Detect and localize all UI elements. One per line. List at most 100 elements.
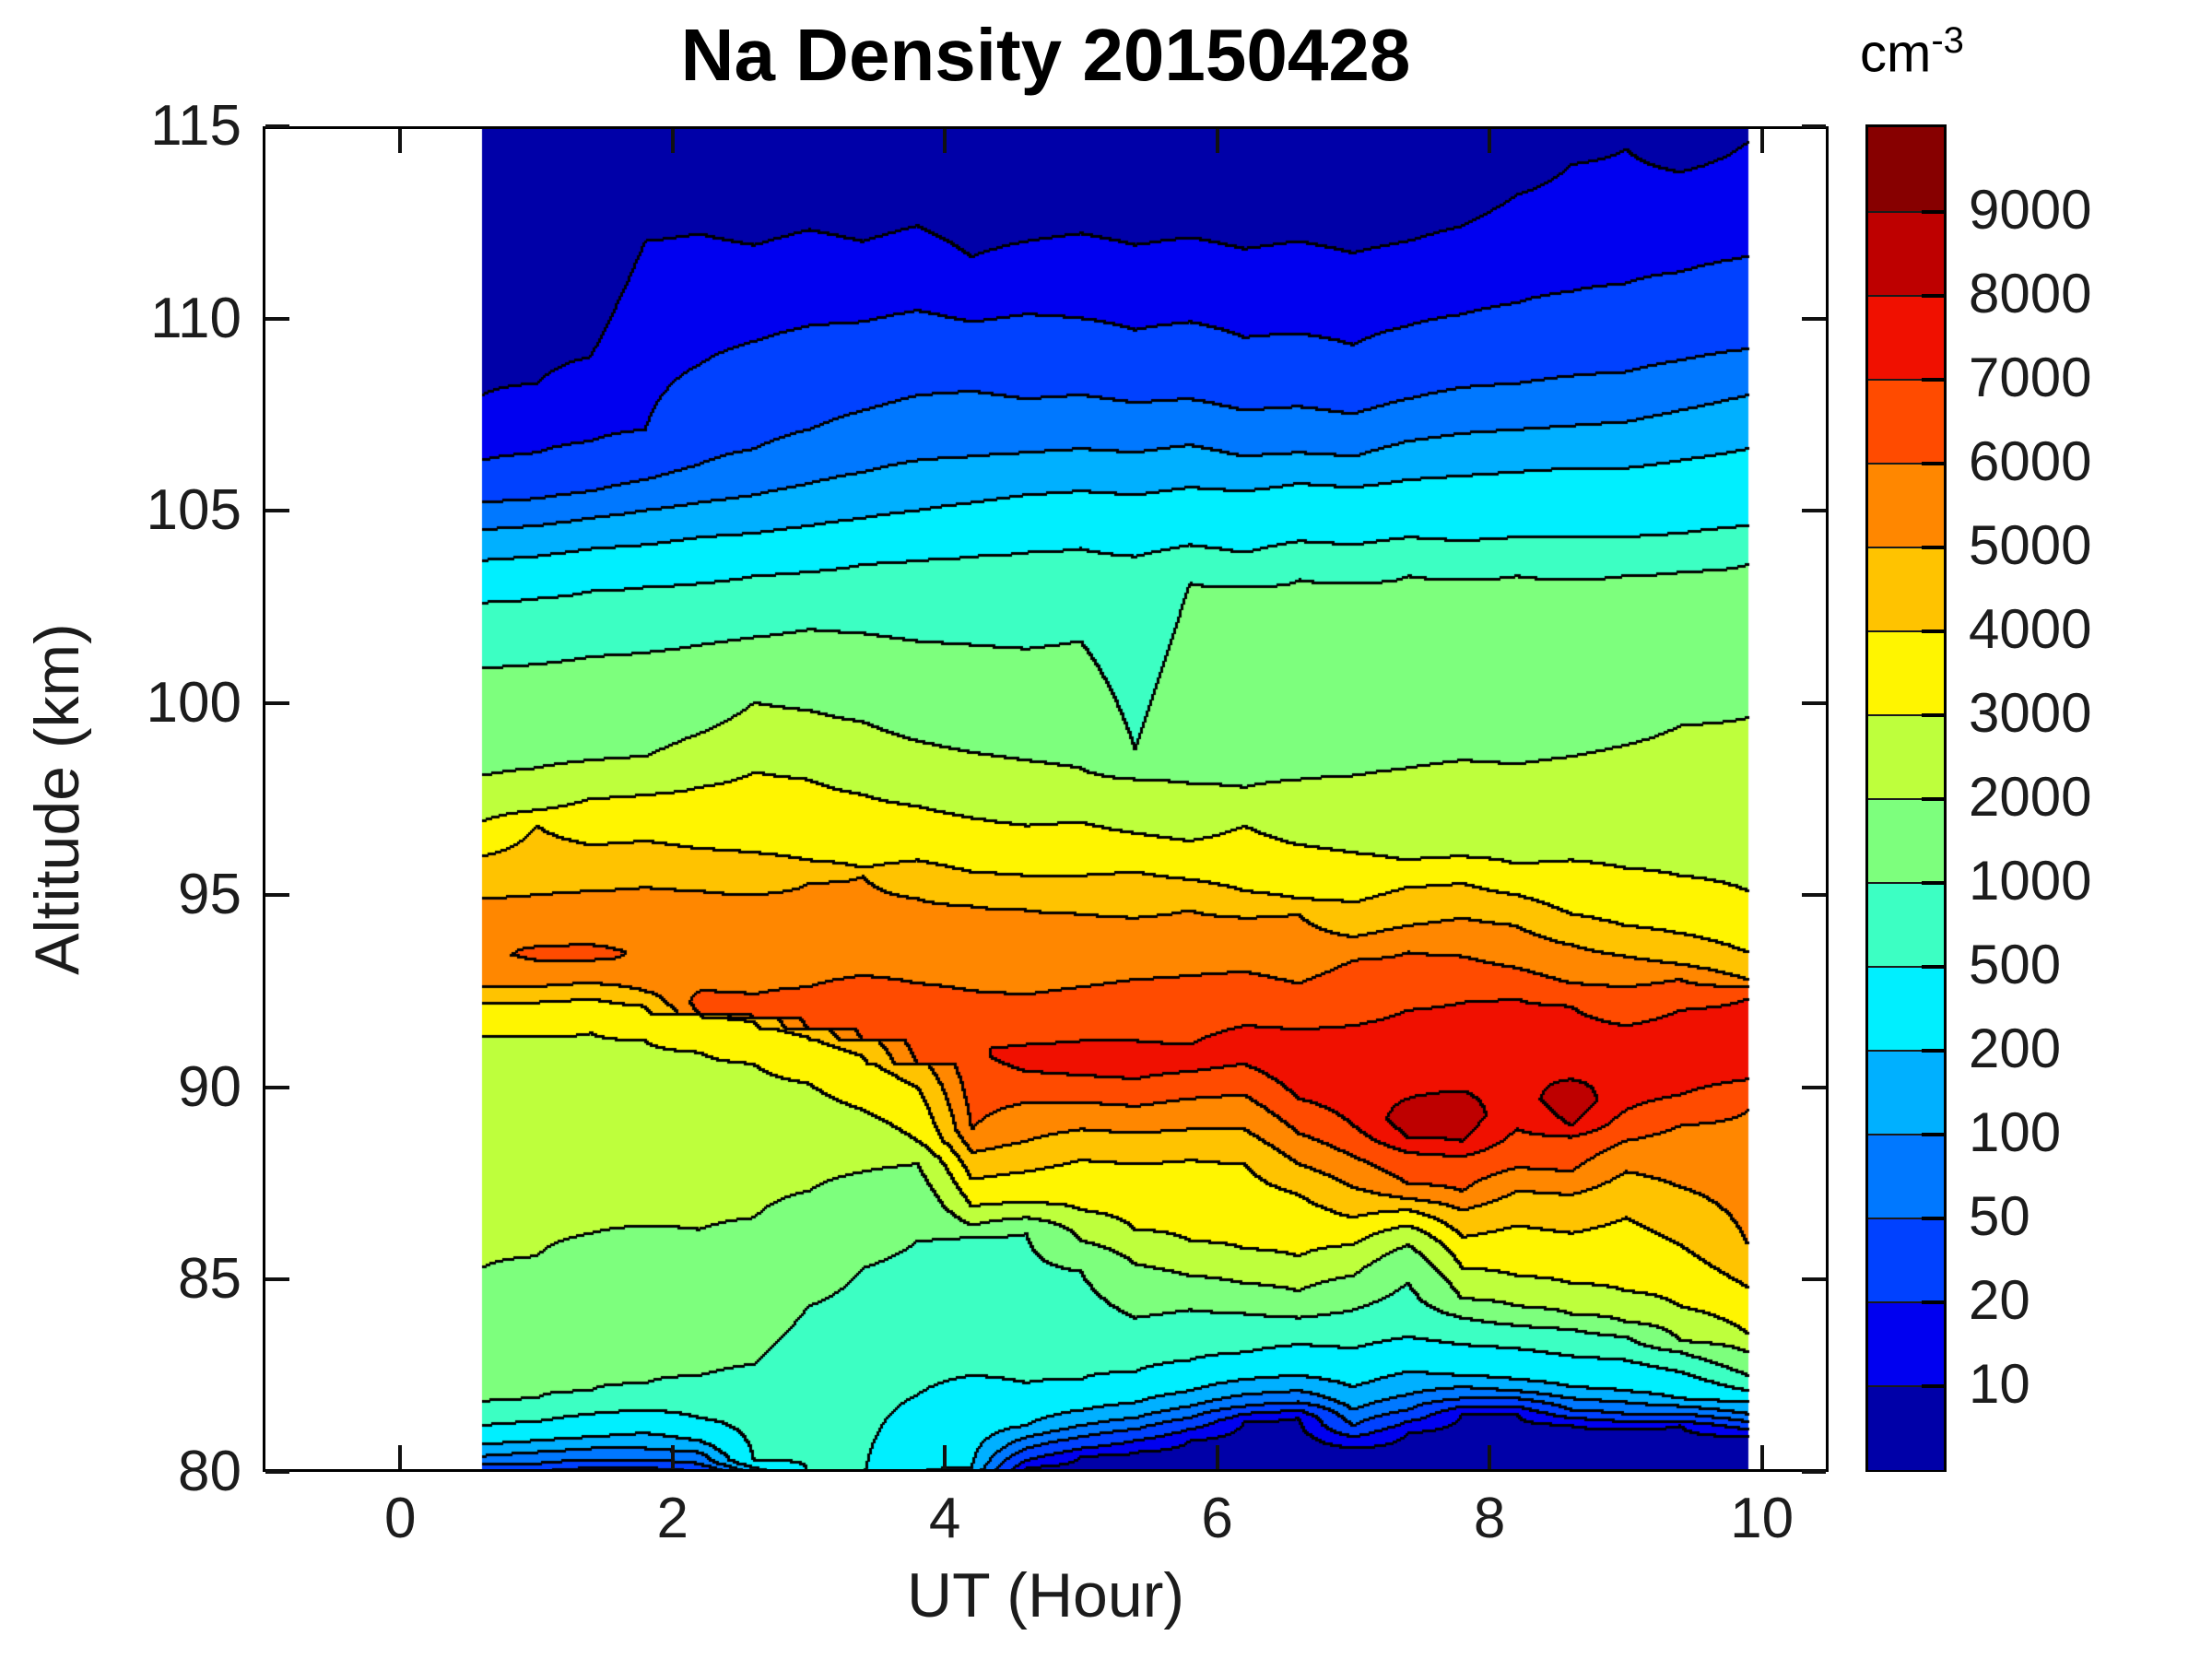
colorbar-tick-label: 9000 [1969,179,2092,241]
x-tick-label: 2 [656,1487,688,1550]
colorbar-band [1868,295,1944,380]
y-tick-mark-right [1802,509,1826,513]
colorbar-level-line [1868,211,1944,213]
colorbar-tick-label: 3000 [1969,682,2092,744]
colorbar-level-line [1868,798,1944,800]
y-tick-mark [265,316,289,321]
colorbar-band [1868,1134,1944,1218]
y-tick-label: 100 [146,670,241,735]
y-tick-label: 105 [146,478,241,543]
colorbar-tick-label: 8000 [1969,263,2092,324]
colorbar-level-line [1868,966,1944,968]
colorbar-tick-mark [1922,881,1944,885]
x-tick-mark-top [1488,129,1492,153]
y-tick-mark [265,893,289,898]
x-tick-mark [1759,1445,1764,1469]
colorbar-tick-mark [1922,546,1944,549]
colorbar-tick-mark [1922,210,1944,214]
x-tick-label: 4 [928,1487,961,1550]
colorbar-band [1868,1218,1944,1302]
colorbar-tick-mark [1922,713,1944,717]
x-axis-label: UT (Hour) [907,1560,1184,1630]
colorbar-tick-mark [1922,1049,1944,1053]
colorbar-level-line [1868,714,1944,716]
colorbar-tick-label: 200 [1969,1018,2062,1079]
colorbar-band [1868,714,1944,799]
colorbar-tick-mark [1922,1217,1944,1220]
colorbar-tick-label: 4000 [1969,598,2092,660]
colorbar-band [1868,798,1944,883]
x-tick-mark-top [1215,129,1219,153]
y-tick-label: 80 [178,1440,241,1503]
y-tick-mark [265,1470,289,1474]
colorbar-tick-mark [1922,1133,1944,1136]
colorbar-level-line [1868,295,1944,297]
colorbar-band [1868,882,1944,967]
y-tick-mark-right [1802,1470,1826,1474]
x-tick-mark-top [943,129,947,153]
y-tick-mark-right [1802,1277,1826,1282]
colorbar-tick-mark [1922,629,1944,633]
x-tick-label: 0 [383,1487,417,1550]
colorbar [1865,124,1947,1472]
y-tick-mark-right [1802,124,1826,128]
y-tick-mark [265,700,289,705]
y-tick-mark-right [1802,1085,1826,1089]
colorbar-level-line [1868,630,1944,632]
x-tick-mark-top [670,129,675,153]
colorbar-band [1868,1385,1944,1470]
x-tick-label: 10 [1730,1487,1794,1550]
colorbar-band [1868,379,1944,464]
colorbar-tick-label: 5000 [1969,514,2092,576]
colorbar-level-line [1868,1301,1944,1303]
colorbar-band [1868,547,1944,631]
y-tick-label: 110 [150,286,241,350]
colorbar-level-line [1868,463,1944,465]
colorbar-tick-label: 500 [1969,934,2062,995]
x-tick-mark [943,1445,947,1469]
colorbar-level-line [1868,1050,1944,1052]
colorbar-band [1868,127,1944,212]
colorbar-tick-mark [1922,965,1944,969]
colorbar-band [1868,630,1944,715]
colorbar-tick-label: 6000 [1969,430,2092,492]
colorbar-band [1868,1050,1944,1135]
y-tick-mark [265,1277,289,1282]
colorbar-tick-label: 20 [1969,1269,2030,1331]
y-tick-label: 95 [178,863,241,927]
y-tick-label: 85 [178,1247,241,1312]
x-tick-label: 8 [1473,1487,1506,1550]
x-tick-mark [670,1445,675,1469]
y-tick-mark-right [1802,316,1826,321]
y-tick-mark [265,509,289,513]
colorbar-level-line [1868,1134,1944,1135]
colorbar-tick-mark [1922,1384,1944,1388]
colorbar-tick-label: 100 [1969,1101,2062,1163]
colorbar-tick-mark [1922,462,1944,465]
colorbar-band [1868,966,1944,1051]
y-tick-label: 90 [178,1054,241,1119]
colorbar-level-line [1868,1218,1944,1219]
x-tick-mark-top [398,129,403,153]
x-tick-mark [1488,1445,1492,1469]
colorbar-tick-label: 50 [1969,1185,2030,1247]
y-tick-mark [265,124,289,128]
contour-plot-canvas [263,126,1829,1472]
colorbar-level-line [1868,882,1944,884]
x-tick-mark-top [1759,129,1764,153]
colorbar-level-line [1868,379,1944,381]
x-tick-label: 6 [1201,1487,1233,1550]
colorbar-tick-label: 10 [1969,1353,2030,1415]
colorbar-unit-label: cm-3 [1860,20,1964,84]
x-tick-mark [398,1445,403,1469]
y-tick-mark-right [1802,893,1826,898]
y-tick-label: 115 [150,94,241,158]
colorbar-tick-label: 1000 [1969,850,2092,912]
colorbar-tick-mark [1922,294,1944,298]
colorbar-tick-label: 2000 [1969,766,2092,828]
colorbar-tick-label: 7000 [1969,347,2092,408]
colorbar-tick-mark [1922,797,1944,801]
colorbar-tick-mark [1922,378,1944,382]
chart-title: Na Density 20150428 [680,14,1411,96]
